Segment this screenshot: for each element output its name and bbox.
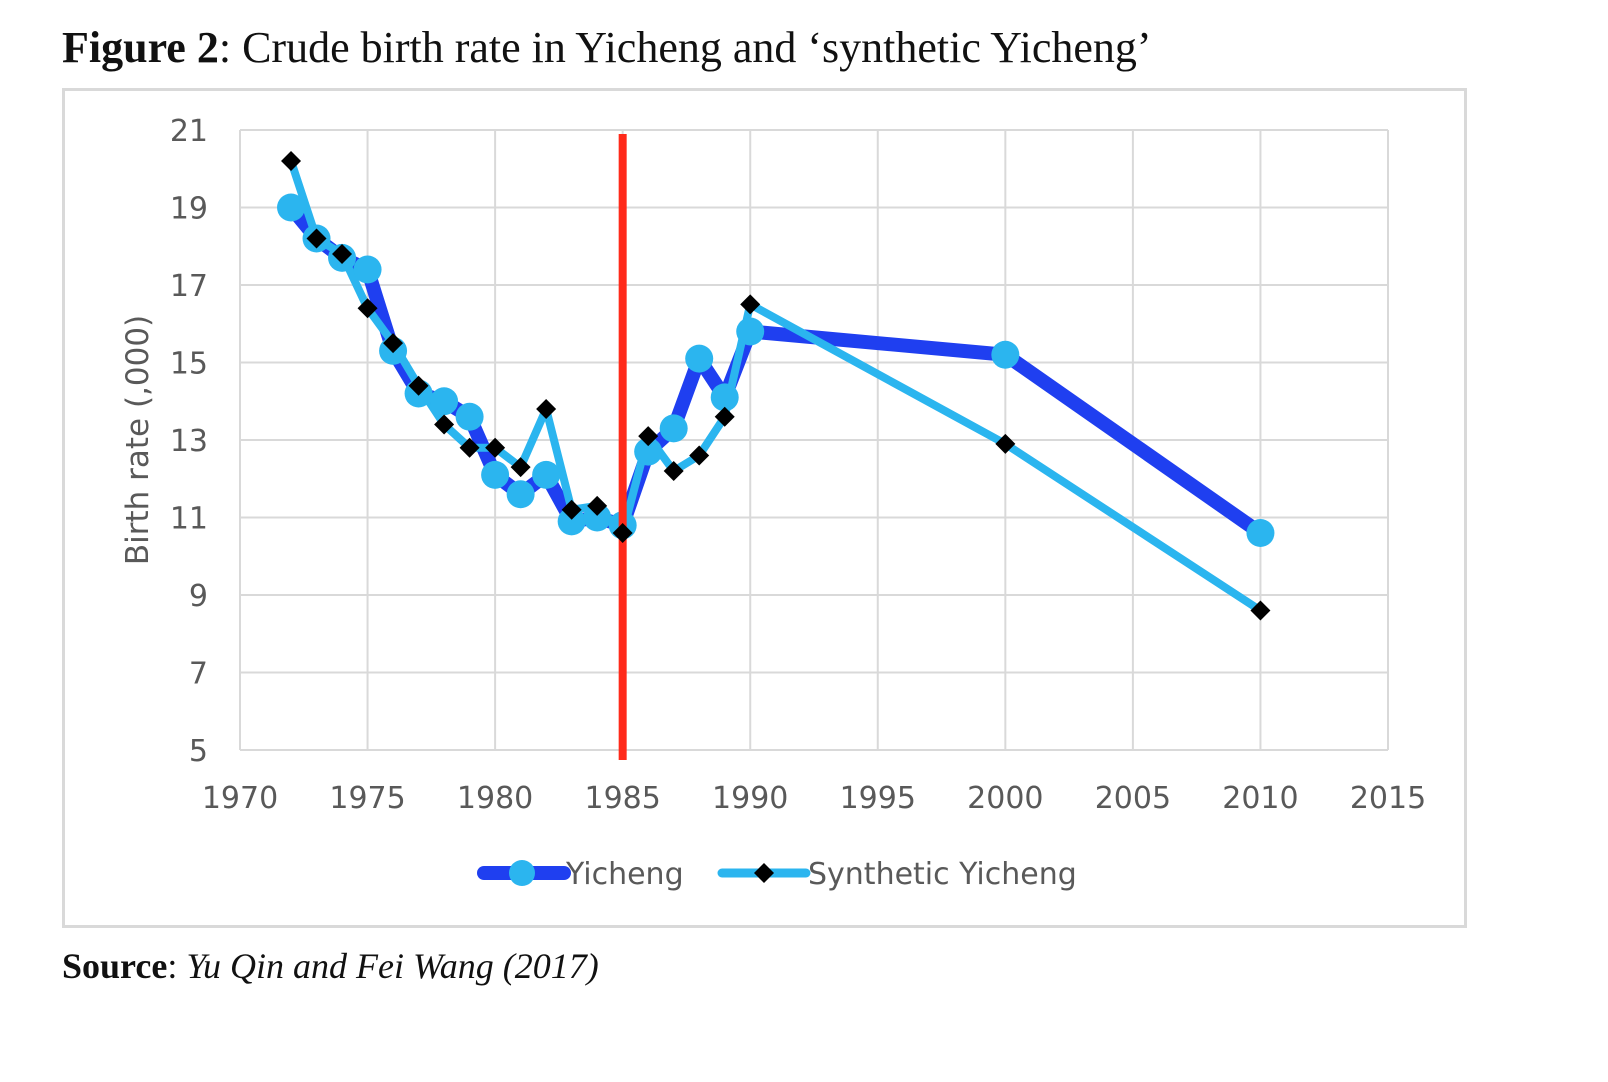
data-point-synthetic-yicheng xyxy=(332,244,353,264)
data-point-yicheng xyxy=(634,437,663,466)
data-point-yicheng xyxy=(455,402,484,431)
figure-title: Figure 2: Crude birth rate in Yicheng an… xyxy=(62,22,1152,73)
data-point-synthetic-yicheng xyxy=(485,437,506,458)
data-point-yicheng xyxy=(277,193,306,222)
data-point-yicheng xyxy=(557,507,586,536)
data-point-synthetic-yicheng xyxy=(612,523,633,543)
x-tick-label: 1980 xyxy=(457,781,533,816)
data-point-yicheng xyxy=(353,255,382,284)
x-tick-label: 2000 xyxy=(967,781,1043,816)
y-tick-label: 17 xyxy=(170,269,208,304)
legend-label-yicheng: Yicheng xyxy=(565,857,684,892)
data-point-synthetic-yicheng xyxy=(408,375,429,396)
x-tick-label: 1970 xyxy=(202,781,278,816)
x-tick-label: 1995 xyxy=(840,781,916,816)
source-note: Source: Yu Qin and Fei Wang (2017) xyxy=(62,946,599,986)
figure-label: Figure 2 xyxy=(62,23,219,72)
data-point-synthetic-yicheng xyxy=(281,151,302,171)
data-point-yicheng xyxy=(736,317,765,346)
data-point-yicheng xyxy=(710,383,739,412)
data-point-yicheng xyxy=(532,460,561,489)
data-point-synthetic-yicheng xyxy=(459,437,480,458)
y-tick-label: 11 xyxy=(170,502,208,537)
data-point-synthetic-yicheng xyxy=(714,406,735,427)
x-tick-label: 2005 xyxy=(1095,781,1171,816)
data-point-synthetic-yicheng xyxy=(740,294,761,315)
y-tick-label: 19 xyxy=(170,192,208,227)
x-tick-label: 1985 xyxy=(584,781,660,816)
data-point-yicheng xyxy=(685,344,714,373)
data-point-yicheng xyxy=(481,460,510,489)
data-point-yicheng xyxy=(659,414,688,443)
x-tick-label: 1975 xyxy=(329,781,405,816)
figure-title-text: : Crude birth rate in Yicheng and ‘synth… xyxy=(218,23,1152,72)
legend-swatch-synthetic-marker xyxy=(754,863,774,883)
legend-label-synthetic-yicheng: Synthetic Yicheng xyxy=(808,857,1077,892)
x-tick-label: 1990 xyxy=(712,781,788,816)
data-point-yicheng xyxy=(506,480,535,509)
x-tick-label: 2010 xyxy=(1222,781,1298,816)
data-point-synthetic-yicheng xyxy=(689,445,710,466)
y-tick-label: 15 xyxy=(170,347,208,382)
data-point-synthetic-yicheng xyxy=(536,399,557,419)
source-text: Yu Qin and Fei Wang (2017) xyxy=(186,946,599,986)
series-line-synthetic-yicheng xyxy=(287,157,1265,615)
data-point-yicheng xyxy=(1246,519,1275,547)
data-point-synthetic-yicheng xyxy=(1250,600,1271,621)
data-point-synthetic-yicheng xyxy=(383,333,404,354)
y-tick-label: 7 xyxy=(189,657,208,692)
chart-frame xyxy=(62,88,1467,928)
data-point-synthetic-yicheng xyxy=(357,298,378,319)
y-tick-label: 21 xyxy=(170,114,208,149)
data-point-yicheng xyxy=(430,387,459,416)
data-point-synthetic-yicheng xyxy=(510,457,531,478)
y-axis-label: Birth rate (,000) xyxy=(120,315,156,565)
data-point-synthetic-yicheng xyxy=(306,228,327,249)
series-line-yicheng xyxy=(284,200,1268,540)
data-point-synthetic-yicheng xyxy=(434,414,455,435)
data-point-synthetic-yicheng xyxy=(561,499,582,520)
data-point-synthetic-yicheng xyxy=(587,495,608,516)
y-tick-label: 9 xyxy=(189,579,208,614)
data-point-yicheng xyxy=(583,503,612,532)
y-tick-label: 5 xyxy=(189,734,208,769)
legend: Yicheng Synthetic Yicheng xyxy=(477,857,1077,892)
data-point-synthetic-yicheng xyxy=(995,433,1016,454)
x-tick-label: 2015 xyxy=(1350,781,1426,816)
legend-swatch-yicheng-marker xyxy=(509,860,535,886)
data-point-yicheng xyxy=(991,340,1020,369)
data-point-synthetic-yicheng xyxy=(663,461,684,481)
y-tick-label: 13 xyxy=(170,424,208,459)
source-label: Source xyxy=(62,946,168,986)
data-point-synthetic-yicheng xyxy=(638,426,659,447)
